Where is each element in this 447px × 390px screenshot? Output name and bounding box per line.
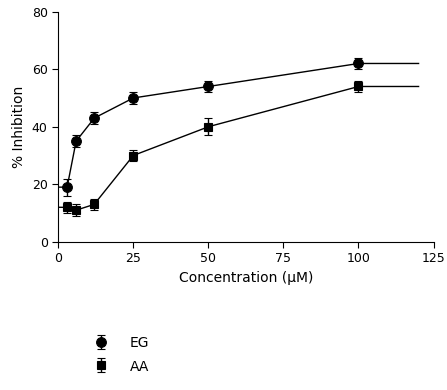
Y-axis label: % Inhibition: % Inhibition bbox=[12, 86, 26, 168]
Legend: EG, AA: EG, AA bbox=[84, 336, 149, 374]
X-axis label: Concentration (μM): Concentration (μM) bbox=[179, 271, 313, 285]
